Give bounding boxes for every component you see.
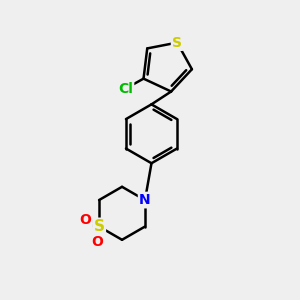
Text: O: O bbox=[79, 213, 91, 227]
Text: S: S bbox=[94, 219, 105, 234]
Text: Cl: Cl bbox=[118, 82, 133, 96]
Text: N: N bbox=[139, 193, 151, 207]
Text: O: O bbox=[92, 235, 104, 249]
Text: S: S bbox=[172, 36, 182, 50]
